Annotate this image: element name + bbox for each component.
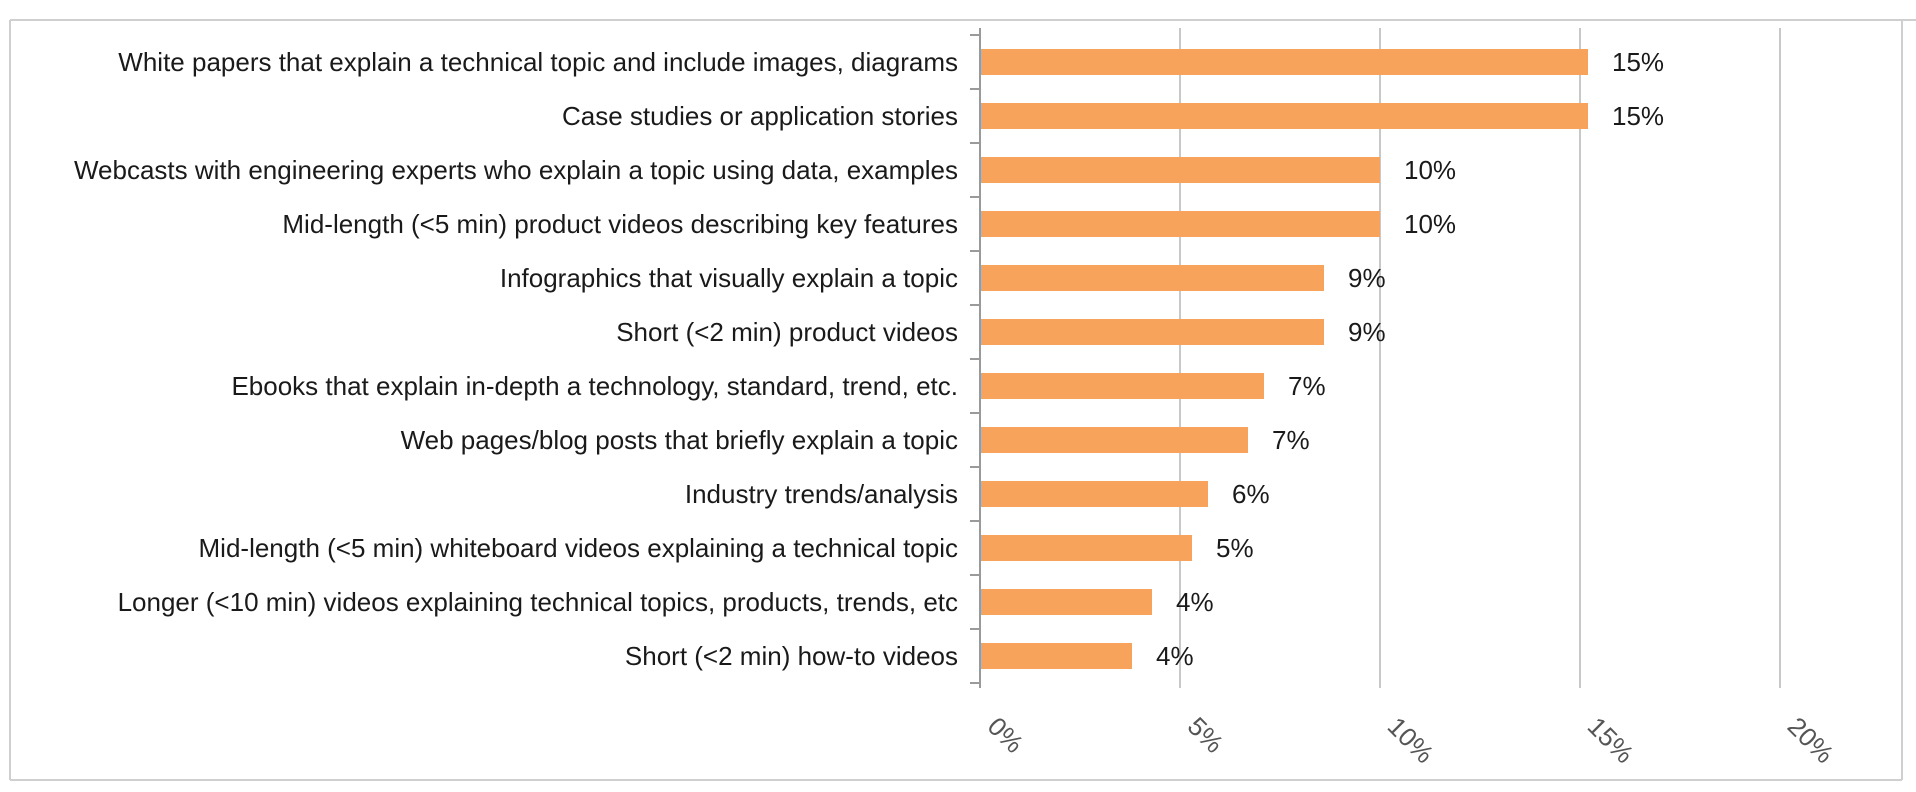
bar (980, 427, 1248, 453)
category-label: Short (<2 min) product videos (616, 317, 958, 347)
x-tick-label: 15% (1582, 711, 1640, 769)
category-label: Ebooks that explain in-depth a technolog… (231, 371, 958, 401)
category-label: White papers that explain a technical to… (118, 47, 958, 77)
category-label: Webcasts with engineering experts who ex… (74, 155, 958, 185)
bar (980, 103, 1588, 129)
category-label: Short (<2 min) how-to videos (625, 641, 958, 671)
data-label: 15% (1612, 101, 1664, 131)
category-label: Longer (<10 min) videos explaining techn… (118, 587, 958, 617)
bar (980, 535, 1192, 561)
bar (980, 373, 1264, 399)
category-label: Case studies or application stories (562, 101, 958, 131)
category-label: Mid-length (<5 min) product videos descr… (282, 209, 958, 239)
bar (980, 319, 1324, 345)
x-tick-label: 5% (1182, 711, 1230, 759)
data-label: 9% (1348, 263, 1386, 293)
data-label: 5% (1216, 533, 1254, 563)
data-label: 4% (1176, 587, 1214, 617)
x-tick-label: 0% (982, 711, 1030, 759)
data-label: 4% (1156, 641, 1194, 671)
bar (980, 157, 1380, 183)
category-label: Industry trends/analysis (685, 479, 958, 509)
data-label: 7% (1272, 425, 1310, 455)
data-label: 10% (1404, 155, 1456, 185)
bar (980, 49, 1588, 75)
bar (980, 589, 1152, 615)
category-label: Mid-length (<5 min) whiteboard videos ex… (199, 533, 958, 563)
data-label: 15% (1612, 47, 1664, 77)
category-label: Web pages/blog posts that briefly explai… (401, 425, 958, 455)
data-label: 6% (1232, 479, 1270, 509)
x-tick-label: 20% (1782, 711, 1840, 769)
bar (980, 481, 1208, 507)
data-label: 10% (1404, 209, 1456, 239)
x-tick-label: 10% (1382, 711, 1440, 769)
data-label: 9% (1348, 317, 1386, 347)
data-label: 7% (1288, 371, 1326, 401)
bar (980, 211, 1380, 237)
category-label: Infographics that visually explain a top… (500, 263, 958, 293)
bar (980, 643, 1132, 669)
bar (980, 265, 1324, 291)
